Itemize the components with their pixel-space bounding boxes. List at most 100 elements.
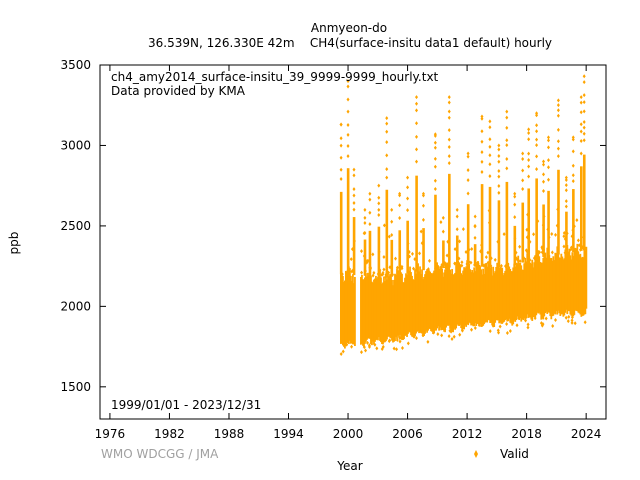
data-point [528, 239, 532, 244]
data-spike-core [582, 154, 586, 251]
data-band [373, 279, 375, 345]
data-point [406, 185, 410, 190]
data-band [451, 269, 454, 332]
data-point [582, 138, 586, 143]
data-point [524, 248, 528, 253]
data-band [578, 254, 581, 314]
data-band [479, 267, 482, 325]
data-point [427, 258, 431, 263]
data-point [480, 170, 484, 175]
data-band [472, 272, 475, 327]
data-band [367, 272, 369, 339]
data-point [390, 219, 394, 224]
data-spike-core [547, 190, 550, 257]
data-band [522, 269, 525, 321]
data-point [556, 98, 560, 103]
data-point [488, 174, 492, 179]
data-band [398, 275, 400, 338]
data-point [535, 129, 539, 134]
data-point [394, 256, 398, 261]
x-tick-label: 2000 [333, 427, 364, 441]
data-point [535, 167, 539, 172]
data-band [553, 260, 556, 314]
data-band [524, 257, 527, 321]
data-band [520, 265, 523, 322]
data-band [580, 257, 583, 317]
data-point [363, 207, 367, 212]
data-point [521, 151, 525, 156]
data-band [450, 273, 453, 331]
data-point [388, 265, 392, 270]
data-point [546, 138, 550, 143]
data-spike-core [557, 169, 560, 255]
data-band [505, 265, 508, 320]
data-band [386, 279, 388, 340]
data-point [546, 135, 550, 140]
y-tick-label: 2500 [60, 219, 91, 233]
data-point [572, 224, 576, 229]
data-point [579, 151, 583, 156]
data-point [352, 193, 356, 198]
data-band [538, 256, 541, 313]
data-band [422, 279, 424, 337]
data-point [564, 315, 568, 320]
data-point [546, 177, 550, 182]
data-band [483, 273, 486, 325]
data-spike-core [346, 168, 350, 275]
data-band [445, 265, 447, 328]
data-band [354, 276, 356, 347]
data-point [521, 187, 525, 192]
data-band [488, 266, 491, 321]
data-band [403, 282, 405, 340]
data-band [447, 267, 449, 326]
data-band [562, 259, 565, 317]
data-band [391, 279, 393, 341]
data-point [480, 129, 484, 134]
data-point [573, 321, 577, 326]
data-point [508, 328, 512, 333]
data-point [556, 127, 560, 132]
data-point [579, 138, 583, 143]
data-point [382, 223, 386, 228]
data-band [565, 250, 568, 310]
provider-label: Data provided by KMA [111, 84, 246, 98]
data-band [361, 274, 363, 344]
data-point [564, 175, 568, 180]
data-band [368, 275, 370, 338]
data-point [458, 239, 462, 244]
data-band [555, 253, 558, 312]
data-point [556, 108, 560, 113]
data-point [497, 159, 501, 164]
data-point [488, 162, 492, 167]
x-tick-label: 2012 [452, 427, 483, 441]
data-point [414, 95, 418, 100]
data-band [481, 274, 484, 327]
data-band [379, 271, 381, 341]
data-band [417, 263, 419, 331]
data-spike-core [406, 220, 409, 274]
data-point [571, 137, 575, 142]
data-point [352, 207, 356, 212]
data-band [566, 244, 569, 315]
data-point [406, 341, 410, 346]
data-point [398, 203, 402, 208]
data-point [406, 196, 410, 201]
data-point [426, 267, 430, 272]
data-point [473, 223, 477, 228]
data-point [535, 123, 539, 128]
data-band [432, 272, 434, 334]
data-band [469, 269, 472, 324]
data-point [466, 151, 470, 156]
data-point [446, 239, 450, 244]
data-point [447, 154, 451, 159]
data-spike-core [422, 228, 425, 271]
y-tick-label: 3500 [60, 58, 91, 72]
data-point [506, 262, 510, 267]
data-point [473, 214, 477, 219]
data-point [368, 210, 372, 215]
data-point [447, 100, 451, 105]
data-point [363, 220, 367, 225]
data-band [509, 268, 512, 323]
data-point [546, 145, 550, 150]
data-point [497, 174, 501, 179]
